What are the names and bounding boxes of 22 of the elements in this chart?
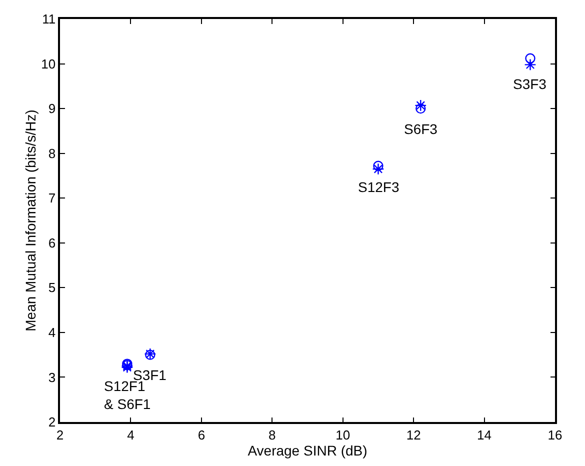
- y-tick-label: 6: [48, 235, 56, 250]
- y-tick-label: 7: [48, 190, 56, 206]
- x-tick-label: 6: [198, 427, 206, 442]
- y-tick-label: 2: [48, 414, 56, 430]
- annotation: S3F3: [513, 76, 547, 92]
- annotation: S6F3: [404, 121, 438, 137]
- x-axis-title: Average SINR (dB): [248, 442, 368, 458]
- x-tick-label: 12: [406, 427, 421, 442]
- y-tick-label: 5: [48, 280, 56, 296]
- y-tick-label: 3: [48, 370, 56, 385]
- x-tick-label: 16: [548, 427, 562, 442]
- x-tick-label: 4: [127, 427, 134, 442]
- y-tick-label: 10: [41, 56, 56, 72]
- y-tick-label: 4: [48, 324, 56, 340]
- y-tick-label: 9: [48, 101, 56, 116]
- x-tick-label: 8: [268, 427, 276, 442]
- y-axis-title: Mean Mutual Information (bits/s/Hz): [22, 110, 38, 332]
- x-tick-label: 10: [336, 427, 350, 442]
- y-tick-label: 11: [42, 12, 56, 27]
- annotation: S12F3: [358, 179, 400, 195]
- x-tick-label: 14: [477, 427, 492, 442]
- y-tick-label: 8: [48, 146, 56, 161]
